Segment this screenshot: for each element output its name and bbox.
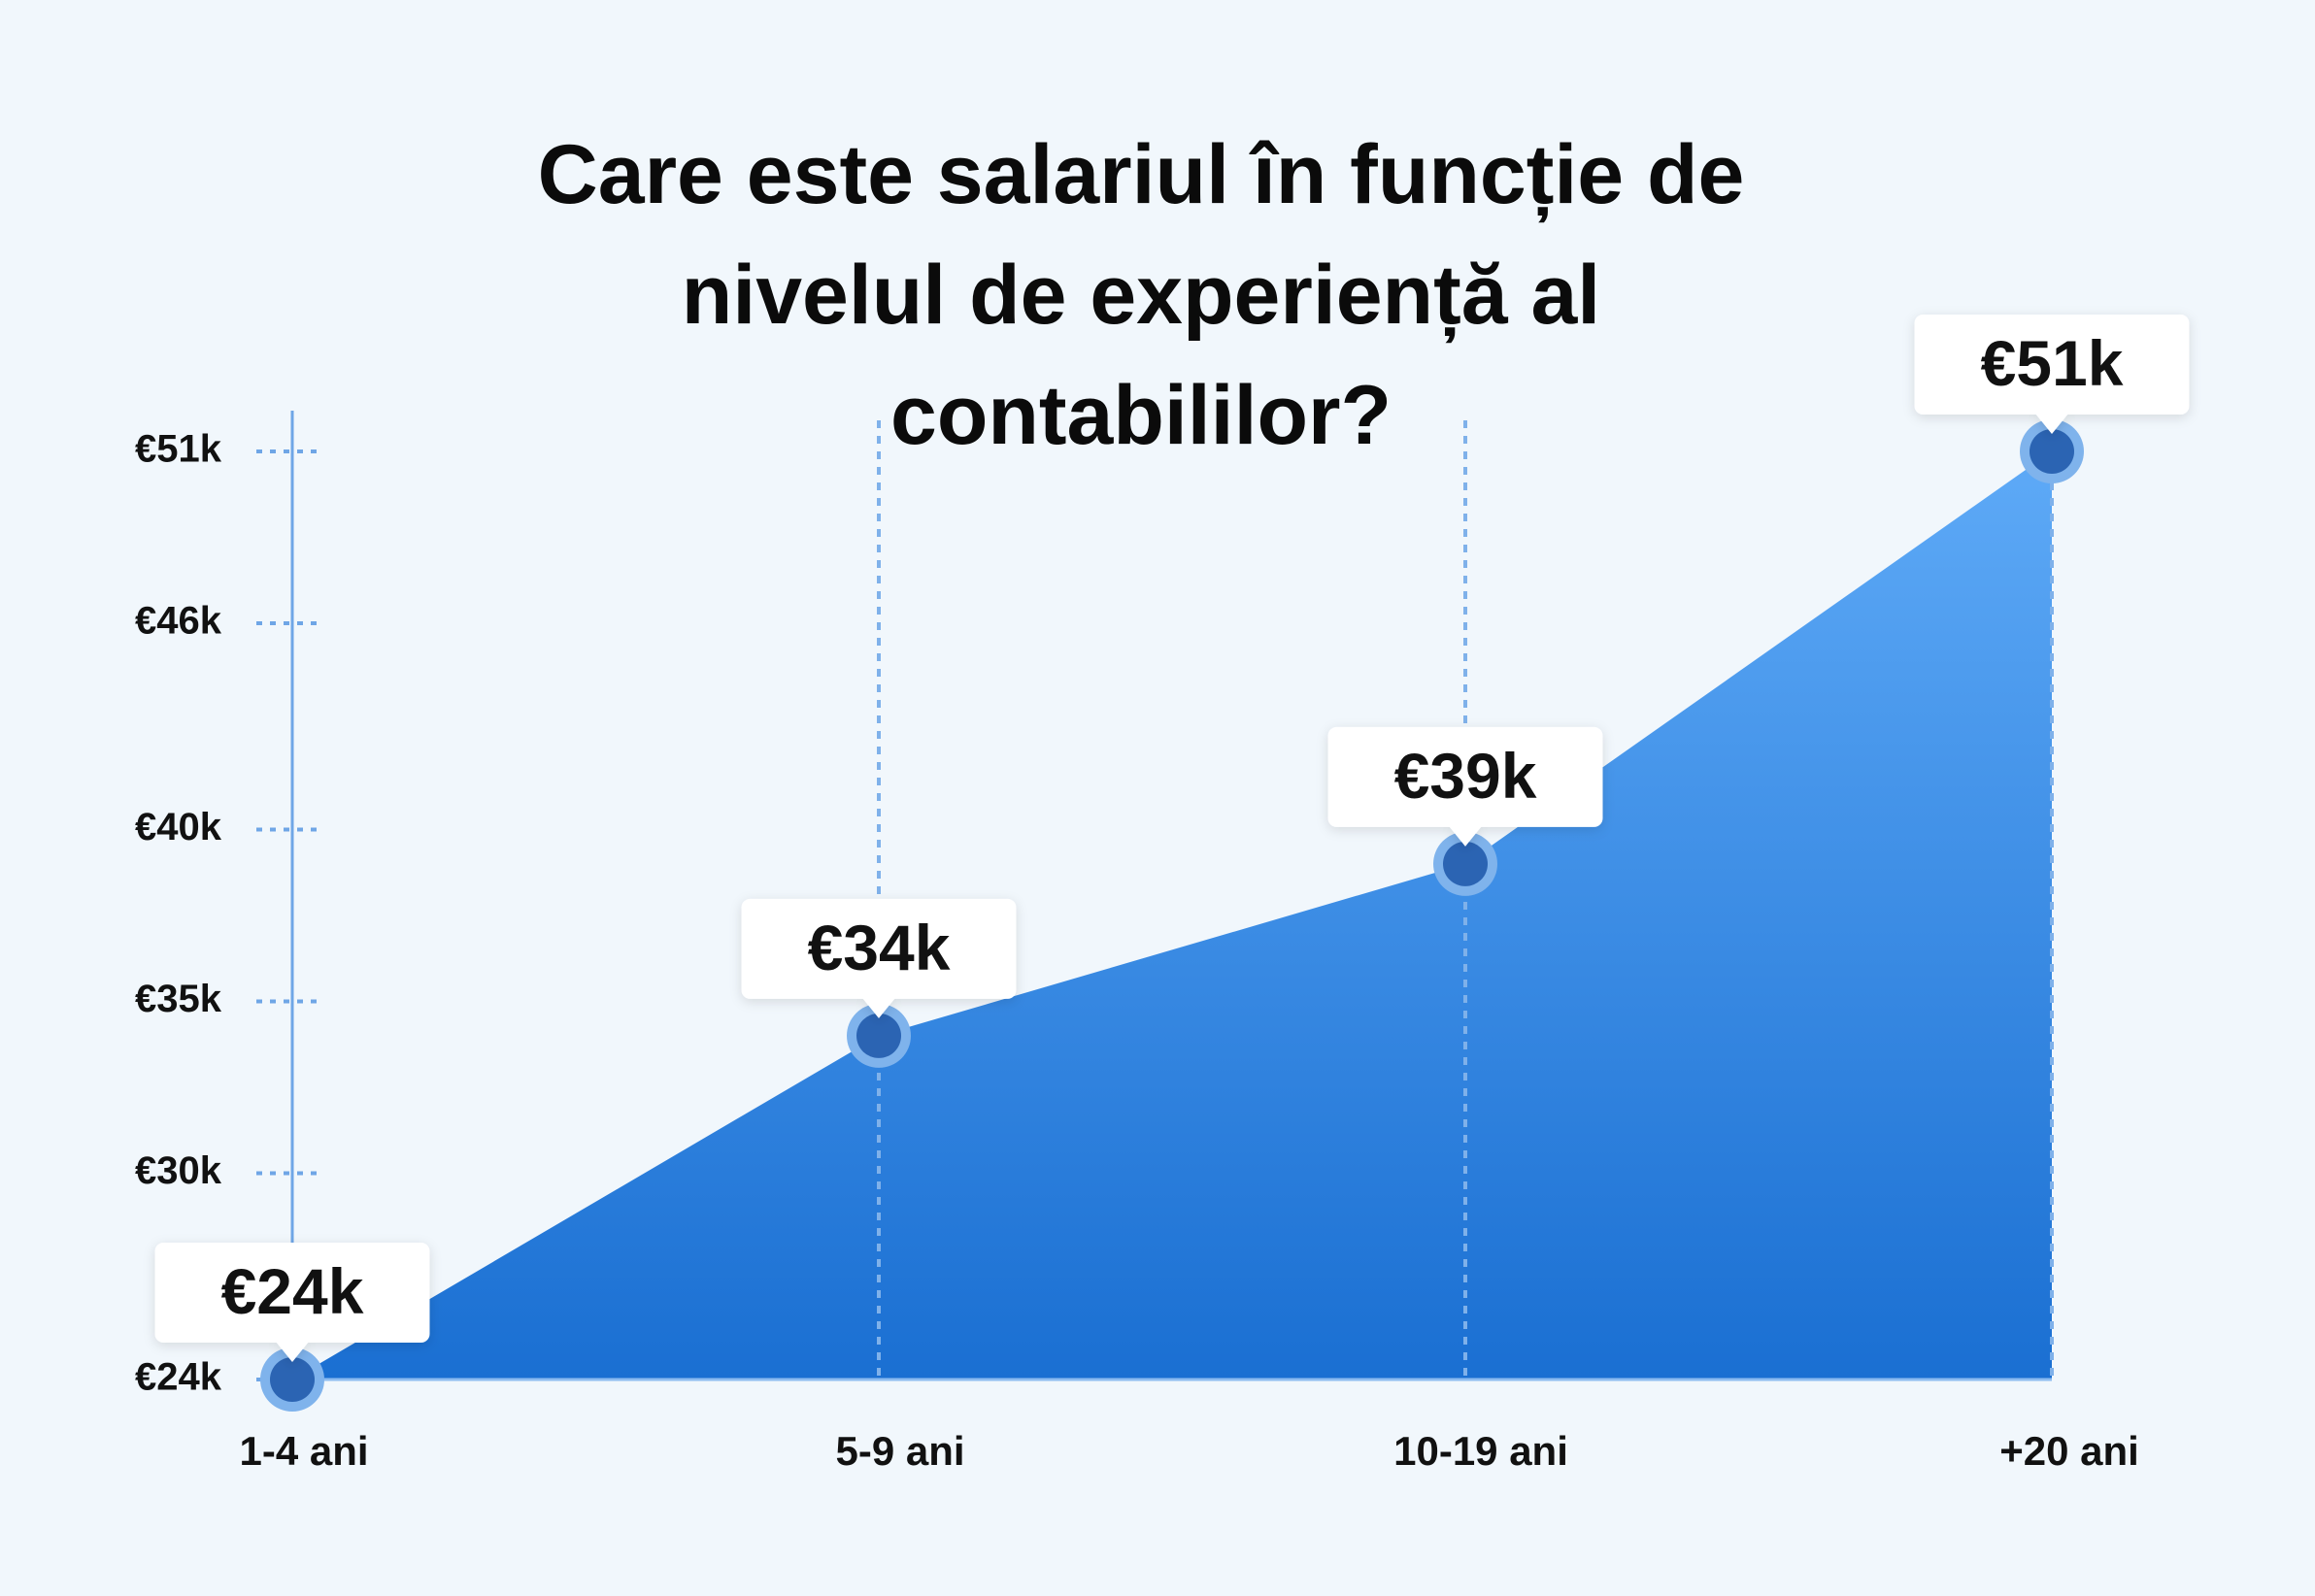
x-tick-label: 5-9 ani [835,1428,964,1474]
point [1443,841,1488,886]
x-tick-label: 10-19 ani [1393,1428,1568,1474]
value-callout [154,1243,430,1362]
callout-pointer [862,997,895,1018]
area [292,451,2052,1380]
value-label: €51k [1981,327,2124,399]
y-tick-label: €46k [135,600,222,643]
callout-box [741,898,1017,999]
chart-title: Care este salariul în funcție de nivelul… [537,128,1745,462]
y-tick-label: €35k [135,978,222,1020]
x-tick-label: +20 ani [1999,1428,2139,1474]
y-tick-label: €40k [135,806,222,848]
value-label: €24k [221,1255,364,1327]
point [856,1013,901,1058]
point [270,1357,315,1402]
point [2030,429,2074,474]
value-callout [741,898,1017,1018]
value-callout [1914,315,2190,434]
y-tick-label: €24k [135,1356,222,1399]
x-tick-label: 1-4 ani [239,1428,368,1474]
callout-pointer [276,1342,309,1362]
y-tick-label: €51k [135,428,222,471]
callout-pointer [2035,414,2068,434]
y-tick-label: €30k [135,1149,222,1192]
callout-pointer [1449,825,1482,847]
value-callout [1327,726,1603,847]
callout-box [1327,726,1603,827]
callout-box [1914,315,2190,415]
value-label: €39k [1394,740,1537,812]
value-label: €34k [808,912,951,983]
callout-box [154,1243,430,1343]
